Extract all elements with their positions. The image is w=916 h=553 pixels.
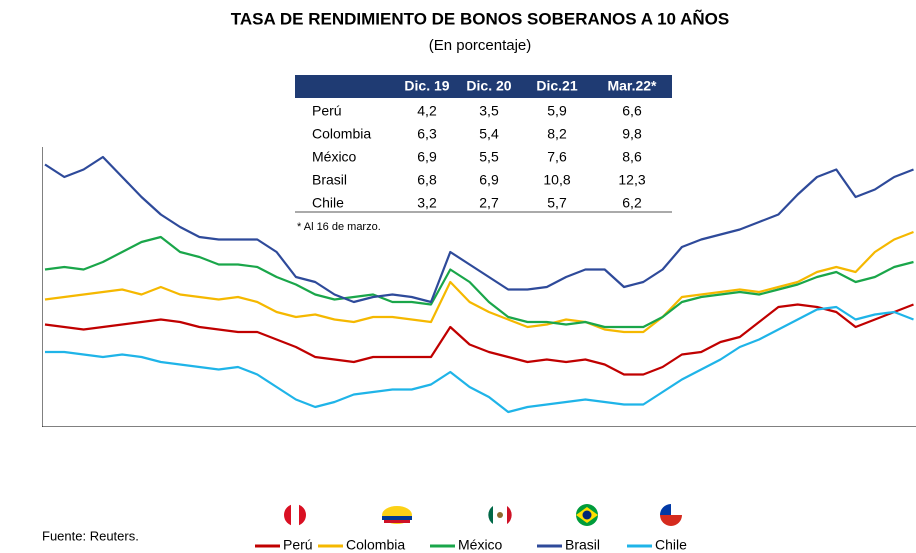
table-cell: 6,6 bbox=[622, 103, 642, 119]
table-cell: 8,2 bbox=[547, 126, 567, 142]
table-cell: 12,3 bbox=[618, 172, 645, 188]
series-line bbox=[44, 303, 914, 376]
table-cell: 5,7 bbox=[547, 195, 567, 211]
table: Dic. 19 Dic. 20 Dic.21 Mar.22* Perú 4,2 3,5 5,9… bbox=[293, 72, 675, 242]
x-tick-label: Oct.-21 bbox=[808, 433, 824, 479]
table-cell: 5,4 bbox=[479, 126, 499, 142]
series-line bbox=[44, 235, 914, 329]
flag-colombia bbox=[382, 506, 412, 524]
table-cell: 6,9 bbox=[417, 149, 437, 165]
y-tick-label: 3 bbox=[22, 393, 30, 409]
y-tick-label: 10 bbox=[14, 218, 30, 234]
flag-chile bbox=[660, 504, 682, 526]
table-row-label: Chile bbox=[312, 195, 344, 211]
table-cell: 6,2 bbox=[622, 195, 642, 211]
x-tick-label: Dic.-21 bbox=[846, 433, 862, 478]
legend-label: Brasil bbox=[565, 537, 600, 553]
x-tick-label: Ago.-18 bbox=[74, 433, 90, 482]
x-tick-label: Feb.-22 bbox=[885, 433, 901, 481]
x-tick-label: Abr.-21 bbox=[692, 433, 708, 478]
table-cell: 6,9 bbox=[479, 172, 499, 188]
x-tick-label: Jun.-20 bbox=[499, 433, 515, 480]
x-tick-label: Oct.-18 bbox=[113, 433, 129, 479]
y-tick-label: 9 bbox=[22, 243, 30, 259]
table-row-label: Colombia bbox=[312, 126, 371, 142]
table-cell: 6,3 bbox=[417, 126, 437, 142]
x-tick-label: Ago.-20 bbox=[538, 433, 554, 482]
table-cell: 8,6 bbox=[622, 149, 642, 165]
x-tick-label: Feb.-21 bbox=[653, 433, 669, 481]
table-note: * Al 16 de marzo. bbox=[297, 221, 381, 233]
table-cell: 10,8 bbox=[543, 172, 570, 188]
x-tick-label: Abr.-20 bbox=[460, 433, 476, 478]
plot: 2 3 4 5 6 7 8 9 10 11 12 13 Jun.-18 Ago.-18 Oct.-18 Dic… bbox=[14, 143, 916, 482]
table-cell: 2,7 bbox=[479, 195, 499, 211]
y-tick-label: 6 bbox=[22, 318, 30, 334]
chart-title: TASA DE RENDIMIENTO DE BONOS SOBERANOS A… bbox=[231, 8, 729, 28]
table-column-header: Dic.21 bbox=[536, 78, 577, 94]
y-tick-label: 2 bbox=[22, 418, 30, 434]
table-column-header: Dic. 19 bbox=[404, 78, 449, 94]
x-tick-label: Dic.-20 bbox=[615, 433, 631, 478]
table-cell: 4,2 bbox=[417, 103, 437, 119]
y-tick-label: 8 bbox=[22, 268, 30, 284]
x-tick-label: Ago.-21 bbox=[769, 433, 785, 482]
x-tick-label: Jun.-18 bbox=[36, 433, 52, 480]
y-tick-label: 4 bbox=[22, 368, 30, 384]
chart-subtitle: (En porcentaje) bbox=[429, 37, 532, 54]
table-cell: 9,8 bbox=[622, 126, 642, 142]
flag-mexico bbox=[488, 504, 512, 526]
table-cell: 3,5 bbox=[479, 103, 499, 119]
y-tick-label: 12 bbox=[14, 168, 30, 184]
y-tick-label: 13 bbox=[14, 143, 30, 159]
x-tick-label: Dic.-19 bbox=[383, 433, 399, 478]
legend-label: Perú bbox=[283, 537, 313, 553]
table-header bbox=[295, 75, 672, 98]
legend-label: Colombia bbox=[346, 537, 405, 553]
flag-brasil bbox=[576, 504, 598, 526]
x-tick-label: Feb.-20 bbox=[422, 433, 438, 481]
table-cell: 7,6 bbox=[547, 149, 567, 165]
x-tick-label: Feb.-19 bbox=[190, 433, 206, 481]
table-bg bbox=[293, 72, 675, 242]
source: Fuente: Reuters. bbox=[42, 528, 139, 543]
legend: Perú Colombia México Brasil Chile bbox=[255, 504, 687, 553]
series-line bbox=[45, 305, 914, 414]
x-tick-label: Jun.-21 bbox=[731, 433, 747, 480]
y-tick-label: 11 bbox=[15, 193, 30, 209]
legend-label: México bbox=[458, 537, 503, 553]
x-tick-label: Oct.-19 bbox=[345, 433, 361, 479]
x-tick-label: Jun.-19 bbox=[267, 433, 283, 480]
table-row-label: Perú bbox=[312, 103, 342, 119]
series-line bbox=[44, 230, 914, 334]
series-line bbox=[44, 155, 914, 304]
table-column-header: Dic. 20 bbox=[466, 78, 511, 94]
table-cell: 6,8 bbox=[417, 172, 437, 188]
table-row-label: México bbox=[312, 149, 357, 165]
table-column-header: Mar.22* bbox=[607, 78, 657, 94]
x-tick-label: Abr.-19 bbox=[229, 433, 245, 478]
y-tick-label: 5 bbox=[22, 343, 30, 359]
y-tick-label: 7 bbox=[22, 293, 30, 309]
flag-peru bbox=[284, 504, 306, 526]
x-tick-label: Dic.-18 bbox=[152, 433, 168, 478]
table-cell: 5,9 bbox=[547, 103, 567, 119]
table-cell: 5,5 bbox=[479, 149, 499, 165]
table-cell: 3,2 bbox=[417, 195, 437, 211]
table-row-label: Brasil bbox=[312, 172, 347, 188]
x-tick-label: Ago.-19 bbox=[306, 433, 322, 482]
legend-label: Chile bbox=[655, 537, 687, 553]
x-tick-label: Oct.-20 bbox=[576, 433, 592, 479]
